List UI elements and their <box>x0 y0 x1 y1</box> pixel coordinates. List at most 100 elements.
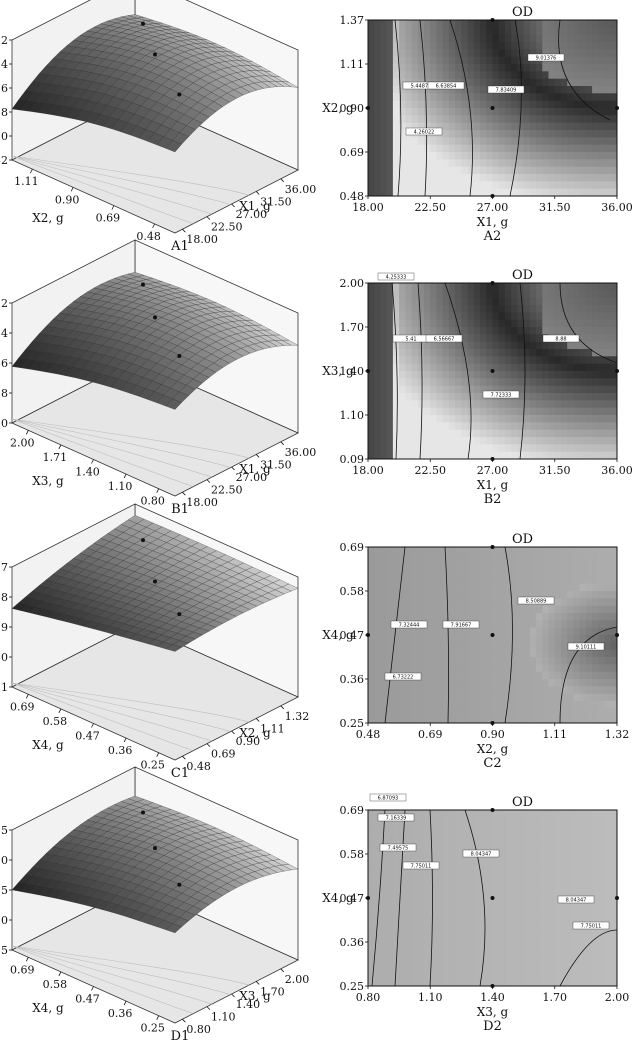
field-cell <box>392 679 400 687</box>
field-cell <box>380 27 388 36</box>
contour-title: OD <box>512 5 533 20</box>
field-cell <box>610 671 617 680</box>
field-cell <box>424 657 431 665</box>
contour-line <box>384 547 406 723</box>
field-cell <box>417 817 425 826</box>
field-cell <box>610 152 617 160</box>
field-cell <box>554 42 562 50</box>
field-cell <box>536 78 543 87</box>
field-cell <box>411 627 419 636</box>
field-cell <box>585 605 593 614</box>
field-cell <box>486 693 494 702</box>
field-cell <box>368 649 375 658</box>
field-cell <box>430 422 438 431</box>
y-tick-label: 0.36 <box>340 673 365 686</box>
field-cell <box>461 356 469 365</box>
field-cell <box>411 554 419 563</box>
field-cell <box>604 437 612 445</box>
x-tick-label: 0.25 <box>140 759 165 772</box>
field-cell <box>424 846 431 855</box>
field-cell <box>473 832 481 840</box>
field-cell <box>436 927 444 936</box>
field-cell <box>417 115 425 124</box>
field-cell <box>585 554 593 563</box>
field-cell <box>411 649 419 658</box>
field-cell <box>610 613 617 621</box>
field-cell <box>598 635 606 643</box>
field-cell <box>573 327 581 335</box>
field-cell <box>455 64 462 72</box>
field-cell <box>380 934 388 943</box>
field-cell <box>536 312 543 321</box>
field-cell <box>424 56 431 65</box>
field-cell <box>585 181 593 190</box>
field-cell <box>604 554 612 563</box>
field-cell <box>511 569 518 577</box>
y-tick-mark <box>255 718 260 722</box>
field-cell <box>405 832 413 840</box>
field-cell <box>436 547 444 555</box>
field-cell <box>604 290 612 299</box>
field-cell <box>480 437 487 445</box>
field-cell <box>374 166 381 175</box>
field-cell <box>374 890 381 899</box>
field-cell <box>380 422 388 431</box>
contour-line <box>449 20 473 196</box>
design-point <box>490 106 495 110</box>
field-cell <box>529 20 537 28</box>
field-cell <box>442 613 450 621</box>
field-cell <box>542 378 550 387</box>
field-cell <box>561 115 568 124</box>
field-cell <box>448 349 456 357</box>
field-cell <box>585 297 593 306</box>
field-cell <box>399 393 406 401</box>
field-cell <box>492 693 500 702</box>
field-cell <box>511 598 518 607</box>
field-cell <box>455 297 462 306</box>
field-cell <box>411 86 419 94</box>
field-cell <box>585 27 593 36</box>
field-cell <box>567 671 574 680</box>
field-cell <box>424 415 431 423</box>
field-cell <box>436 620 444 629</box>
field-cell <box>523 444 531 453</box>
field-cell <box>592 188 599 196</box>
field-cell <box>417 898 425 906</box>
field-cell <box>504 554 512 563</box>
field-cell <box>561 708 568 717</box>
field-cell <box>604 42 612 50</box>
field-cell <box>392 949 400 958</box>
field-cell <box>380 378 388 387</box>
field-cell <box>442 20 450 28</box>
field-cell <box>430 415 438 423</box>
field-cell <box>473 649 481 658</box>
field-cell <box>567 181 574 190</box>
field-cell <box>598 290 606 299</box>
field-cell <box>386 956 394 965</box>
field-cell <box>424 319 431 328</box>
field-cell <box>455 144 462 153</box>
field-cell <box>368 898 375 906</box>
field-cell <box>598 319 606 328</box>
field-cell <box>492 635 500 643</box>
field-cell <box>486 942 494 950</box>
field-cell <box>442 378 450 387</box>
field-cell <box>592 27 599 36</box>
field-cell <box>448 159 456 168</box>
field-cell <box>504 152 512 160</box>
field-cell <box>411 64 419 72</box>
field-cell <box>486 679 494 687</box>
field-cell <box>386 620 394 629</box>
field-cell <box>567 444 574 453</box>
floor-contour <box>11 682 231 732</box>
field-cell <box>598 334 606 343</box>
field-cell <box>461 283 469 291</box>
surface-plot-2: 9.78.87.97.06.1OD0.690.580.470.360.25X4,… <box>0 503 309 781</box>
x-tick-mark <box>70 187 74 192</box>
field-cell <box>529 42 537 50</box>
field-cell <box>411 642 419 651</box>
field-cell <box>610 371 617 379</box>
field-cell <box>368 715 375 723</box>
field-cell <box>392 422 400 431</box>
field-cell <box>486 152 494 160</box>
